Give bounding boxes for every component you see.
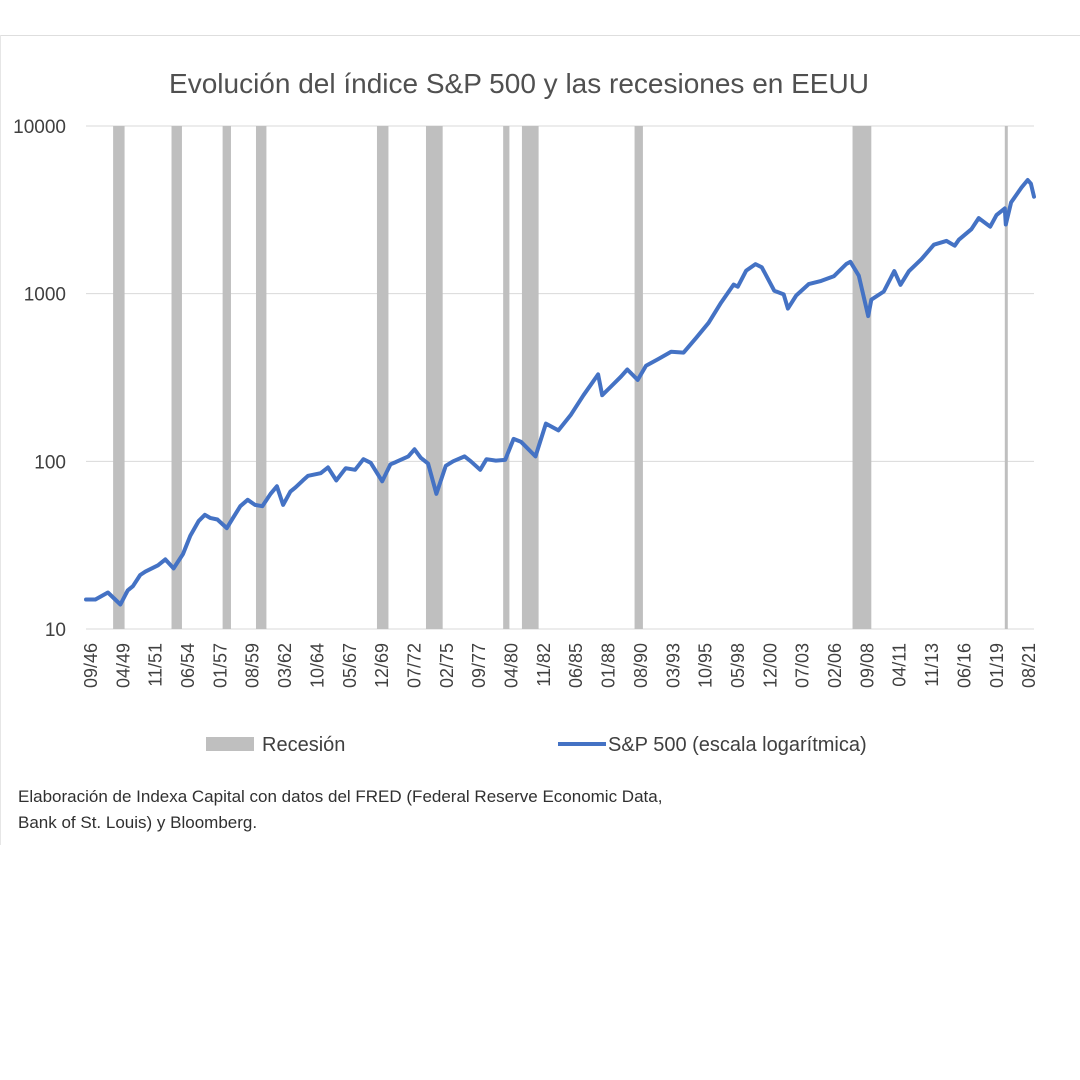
x-tick-label: 06/85 [566, 643, 586, 688]
x-tick-label: 07/72 [404, 643, 424, 688]
y-tick-label: 1000 [24, 285, 66, 306]
recession-band [255, 126, 267, 629]
x-tick-label: 08/59 [243, 643, 263, 688]
recession-band [503, 126, 510, 629]
source-note-line-2: Bank of St. Louis) y Bloomberg. [18, 813, 258, 832]
x-tick-label: 11/13 [922, 643, 942, 687]
sp500-series-line [84, 178, 1036, 607]
x-axis-ticks: 09/46 04/49 11/51 06/54 01/57 08/59 03/62 10/64… [81, 643, 1039, 688]
x-tick-label: 05/67 [340, 643, 360, 688]
x-tick-label: 02/75 [437, 643, 457, 688]
x-tick-label: 06/16 [954, 643, 974, 688]
y-axis-ticks: 10 100 1000 10000 [13, 117, 66, 641]
recession-band [222, 126, 231, 629]
x-tick-label: 10/95 [696, 643, 716, 688]
x-tick-label: 10/64 [307, 643, 327, 688]
left-border-line [0, 35, 1, 845]
x-tick-label: 03/62 [275, 643, 295, 688]
x-tick-label: 08/90 [631, 643, 651, 688]
x-tick-label: 09/77 [469, 643, 489, 688]
x-tick-label: 01/88 [599, 643, 619, 688]
x-tick-label: 03/93 [663, 643, 683, 688]
x-tick-label: 04/80 [502, 643, 522, 688]
source-note: Elaboración de Indexa Capital con datos … [18, 784, 778, 836]
recession-band [1004, 126, 1008, 629]
recession-band [113, 126, 125, 629]
x-tick-label: 12/69 [372, 643, 392, 688]
y-tick-label: 10 [45, 620, 66, 641]
x-tick-label: 01/19 [987, 643, 1007, 688]
y-tick-label: 100 [34, 452, 66, 473]
x-tick-label: 04/11 [890, 643, 910, 687]
legend-sp500-label: S&P 500 (escala logarítmica) [608, 734, 867, 756]
recession-band [852, 126, 872, 629]
legend-recession-label: Recesión [262, 734, 345, 756]
top-border-line [0, 35, 1080, 36]
x-tick-label: 07/03 [793, 643, 813, 688]
x-tick-label: 08/21 [1019, 643, 1039, 688]
y-tick-label: 10000 [13, 117, 66, 138]
x-tick-label: 06/54 [178, 643, 198, 688]
source-note-line-1: Elaboración de Indexa Capital con datos … [18, 787, 663, 806]
chart-svg: Evolución del índice S&P 500 y las reces… [13, 68, 1039, 756]
recession-bands [113, 126, 1008, 629]
x-tick-label: 02/06 [825, 643, 845, 688]
x-tick-label: 12/00 [760, 643, 780, 688]
x-tick-label: 11/51 [146, 643, 166, 687]
legend-recession-swatch [206, 737, 254, 751]
x-tick-label: 05/98 [728, 643, 748, 688]
x-tick-label: 04/49 [113, 643, 133, 688]
recession-band [425, 126, 443, 629]
x-tick-label: 09/08 [857, 643, 877, 688]
x-tick-label: 09/46 [81, 643, 101, 688]
gridlines [86, 125, 1034, 630]
recession-band [171, 126, 182, 629]
recession-band [521, 126, 539, 629]
legend: Recesión S&P 500 (escala logarítmica) [206, 734, 867, 756]
chart-title: Evolución del índice S&P 500 y las reces… [169, 68, 869, 99]
x-tick-label: 01/57 [210, 643, 230, 688]
recession-band [376, 126, 389, 629]
x-tick-label: 11/82 [534, 643, 554, 687]
